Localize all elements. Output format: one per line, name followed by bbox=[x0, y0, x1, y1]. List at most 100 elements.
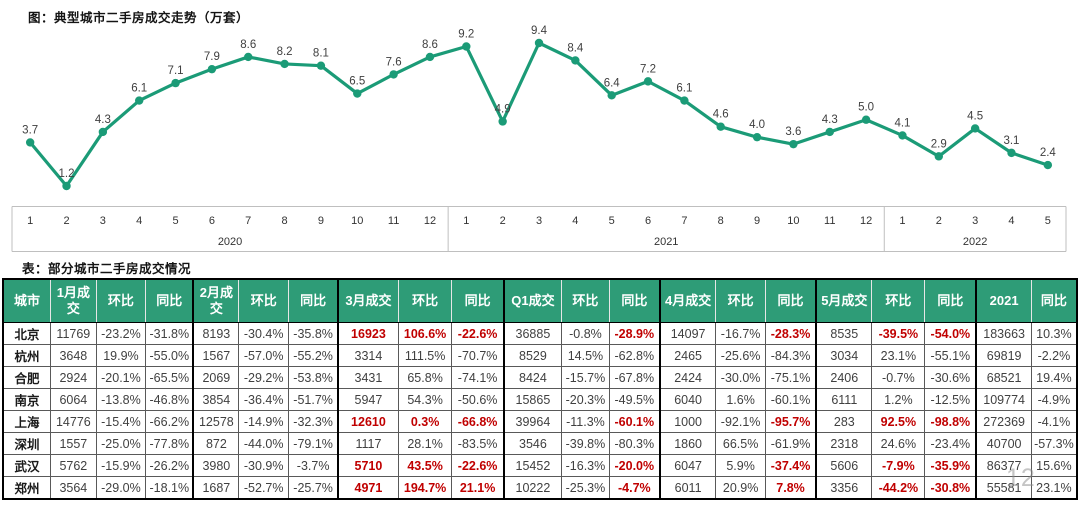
table-cell: -55.1% bbox=[924, 344, 977, 367]
table-cell: 3564 bbox=[50, 476, 97, 500]
table-cell: -2.2% bbox=[1030, 344, 1078, 367]
month-tick-label: 10 bbox=[351, 215, 363, 227]
data-label: 3.1 bbox=[1003, 135, 1019, 147]
month-tick-label: 1 bbox=[899, 215, 905, 227]
table-cell: -15.9% bbox=[95, 454, 147, 477]
column-header: Q1成交 bbox=[502, 279, 563, 323]
data-point-marker bbox=[970, 124, 980, 133]
data-point-marker bbox=[280, 59, 289, 69]
column-header: 同比 bbox=[451, 279, 505, 323]
city-name-cell: 武汉 bbox=[2, 454, 52, 477]
month-tick-label: 9 bbox=[318, 215, 324, 227]
table-row: 杭州 3648 19.9% -55.0% 1567 -57.0% -55.2% 3314 111… bbox=[2, 344, 1078, 367]
table-cell: 19.4% bbox=[1030, 366, 1078, 389]
table-cell: -98.8% bbox=[924, 410, 977, 433]
data-point-marker bbox=[425, 52, 435, 62]
month-tick-label: 2 bbox=[63, 215, 69, 227]
table-cell: -80.3% bbox=[608, 432, 661, 455]
table-cell: -92.1% bbox=[715, 410, 766, 433]
table-cell: 1.6% bbox=[715, 388, 766, 411]
data-point-marker bbox=[571, 56, 580, 65]
month-tick-label: 3 bbox=[536, 215, 542, 227]
data-point-marker bbox=[934, 152, 943, 161]
data-label: 6.1 bbox=[676, 83, 692, 95]
city-name-cell: 深圳 bbox=[2, 432, 52, 455]
data-point-marker bbox=[716, 122, 725, 131]
data-label: 7.2 bbox=[640, 63, 656, 75]
data-label: 8.2 bbox=[277, 46, 293, 58]
table-cell: -66.2% bbox=[145, 410, 194, 433]
month-tick-label: 5 bbox=[1045, 215, 1051, 227]
data-label: 4.3 bbox=[95, 114, 111, 126]
data-point-marker bbox=[498, 117, 507, 126]
table-cell: -52.7% bbox=[238, 476, 290, 500]
table-cell: -60.1% bbox=[764, 388, 817, 411]
column-header: 同比 bbox=[924, 279, 977, 323]
data-label: 8.6 bbox=[240, 39, 256, 51]
month-tick-label: 8 bbox=[282, 215, 288, 227]
table-cell: 183663 bbox=[975, 322, 1032, 345]
table-row: 武汉 5762 -15.9% -26.2% 3980 -30.9% -3.7% 5710 43.… bbox=[2, 454, 1078, 477]
table-cell: -35.8% bbox=[288, 322, 339, 345]
table-cell: 5.9% bbox=[715, 454, 766, 477]
data-label: 7.1 bbox=[168, 65, 184, 77]
column-header: 环比 bbox=[238, 279, 290, 323]
city-name-cell: 上海 bbox=[2, 410, 52, 433]
table-cell: 15452 bbox=[502, 454, 563, 477]
column-header: 同比 bbox=[145, 279, 194, 323]
table-cell: -4.7% bbox=[608, 476, 661, 500]
table-cell: -7.9% bbox=[871, 454, 926, 477]
table-cell: -75.1% bbox=[764, 366, 817, 389]
table-cell: 111.5% bbox=[397, 344, 453, 367]
data-point-marker bbox=[207, 64, 217, 74]
table-cell: -22.6% bbox=[451, 454, 505, 477]
data-point-marker bbox=[244, 52, 253, 62]
data-label: 5.0 bbox=[858, 102, 874, 114]
data-label: 4.9 bbox=[495, 103, 511, 115]
table-cell: 6064 bbox=[50, 388, 97, 411]
table-cell: 2069 bbox=[192, 366, 240, 389]
table-cell: -30.9% bbox=[238, 454, 290, 477]
table-cell: -30.6% bbox=[924, 366, 977, 389]
data-point-marker bbox=[898, 131, 907, 140]
table-cell: -16.3% bbox=[561, 454, 610, 477]
table-cell: 8529 bbox=[502, 344, 563, 367]
table-cell: -30.0% bbox=[715, 366, 766, 389]
table-row: 深圳 1557 -25.0% -77.8% 872 -44.0% -79.1% 1117 28.… bbox=[2, 432, 1078, 455]
month-tick-label: 12 bbox=[424, 215, 436, 227]
table-cell: -13.8% bbox=[95, 388, 147, 411]
data-label: 4.5 bbox=[967, 110, 983, 122]
table-cell: -55.0% bbox=[145, 344, 194, 367]
table-cell: 92.5% bbox=[871, 410, 926, 433]
table-cell: 14097 bbox=[658, 322, 717, 345]
month-tick-label: 3 bbox=[100, 215, 106, 227]
table-cell: 5710 bbox=[337, 454, 399, 477]
data-point-marker bbox=[62, 181, 71, 191]
table-cell: 0.3% bbox=[397, 410, 453, 433]
table-cell: -4.9% bbox=[1030, 388, 1078, 411]
table-cell: 1.2% bbox=[871, 388, 926, 411]
table-cell: -95.7% bbox=[764, 410, 817, 433]
column-header: 环比 bbox=[871, 279, 926, 323]
table-cell: 6111 bbox=[815, 388, 873, 411]
table-cell: -61.9% bbox=[764, 432, 817, 455]
table-cell: 43.5% bbox=[397, 454, 453, 477]
data-label: 8.1 bbox=[313, 48, 329, 60]
table-cell: 1567 bbox=[192, 344, 240, 367]
table-cell: -57.3% bbox=[1030, 432, 1078, 455]
column-header: 环比 bbox=[715, 279, 766, 323]
table-cell: 272369 bbox=[975, 410, 1032, 433]
month-tick-label: 2 bbox=[500, 215, 506, 227]
month-tick-label: 7 bbox=[245, 215, 251, 227]
data-point-marker bbox=[1043, 160, 1053, 170]
table-cell: -14.9% bbox=[238, 410, 290, 433]
data-label: 7.9 bbox=[204, 51, 220, 63]
table-cell: -74.1% bbox=[451, 366, 505, 389]
city-name-cell: 杭州 bbox=[2, 344, 52, 367]
column-header: 环比 bbox=[95, 279, 147, 323]
table-cell: 40700 bbox=[975, 432, 1032, 455]
month-tick-label: 5 bbox=[172, 215, 178, 227]
table-cell: 68521 bbox=[975, 366, 1032, 389]
table-cell: -32.3% bbox=[288, 410, 339, 433]
